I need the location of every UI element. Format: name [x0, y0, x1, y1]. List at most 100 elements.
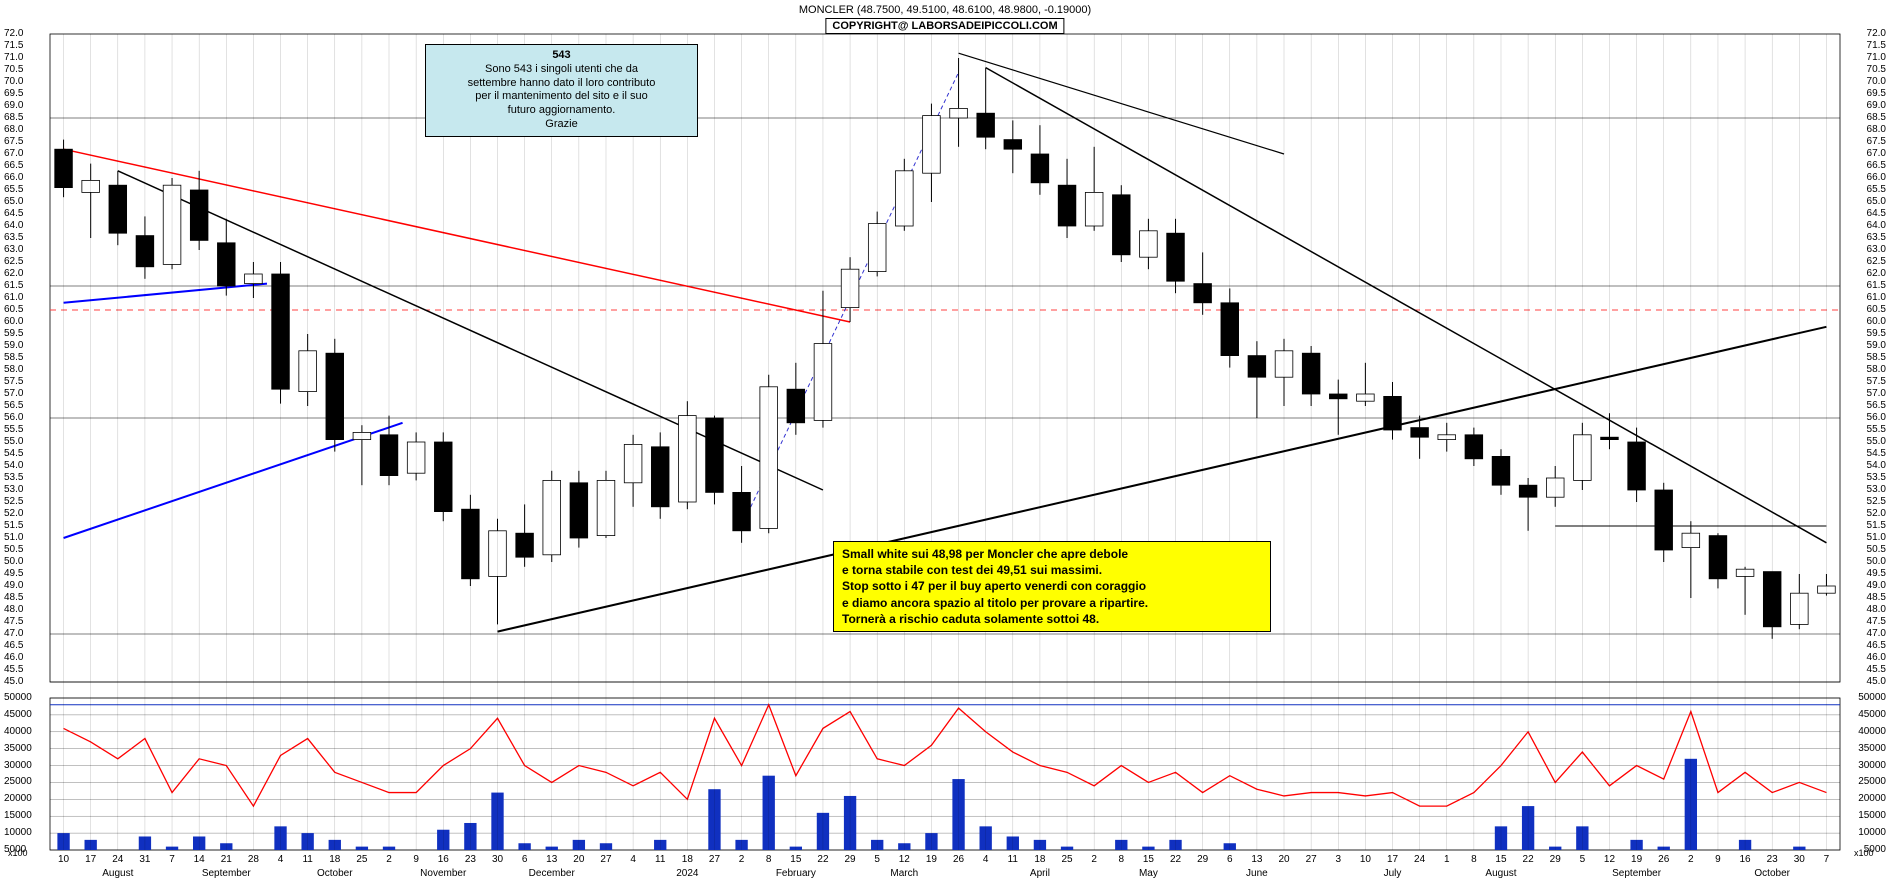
price-tick-left: 55.5 [4, 425, 23, 435]
x-tick-month: September [202, 868, 251, 879]
x-tick-day: 13 [1251, 854, 1262, 865]
price-tick-right: 59.0 [1867, 341, 1886, 351]
price-tick-right: 55.0 [1867, 437, 1886, 447]
x-tick-day: 6 [1227, 854, 1233, 865]
price-tick-right: 57.0 [1867, 389, 1886, 399]
x-tick-day: 2 [1688, 854, 1694, 865]
price-tick-left: 53.5 [4, 473, 23, 483]
price-tick-left: 54.5 [4, 449, 23, 459]
price-tick-left: 50.0 [4, 557, 23, 567]
x-tick-day: 16 [1740, 854, 1751, 865]
price-tick-right: 50.0 [1867, 557, 1886, 567]
price-tick-left: 72.0 [4, 29, 23, 39]
x-tick-day: 6 [522, 854, 528, 865]
x-tick-day: 22 [1170, 854, 1181, 865]
price-tick-right: 63.0 [1867, 245, 1886, 255]
price-tick-left: 54.0 [4, 461, 23, 471]
x-tick-day: 1 [1444, 854, 1450, 865]
x-tick-month: September [1612, 868, 1661, 879]
price-tick-left: 59.0 [4, 341, 23, 351]
x-tick-day: 27 [600, 854, 611, 865]
price-tick-left: 70.0 [4, 77, 23, 87]
price-tick-right: 55.5 [1867, 425, 1886, 435]
volume-tick-left: 10000 [4, 828, 32, 838]
x-tick-day: 28 [248, 854, 259, 865]
price-tick-left: 66.0 [4, 173, 23, 183]
price-tick-right: 69.0 [1867, 101, 1886, 111]
x-tick-day: 15 [1495, 854, 1506, 865]
price-tick-right: 45.0 [1867, 677, 1886, 687]
price-tick-right: 52.0 [1867, 509, 1886, 519]
x-tick-day: 11 [655, 854, 665, 865]
price-tick-left: 55.0 [4, 437, 23, 447]
x-tick-day: 13 [546, 854, 557, 865]
x-tick-day: 16 [438, 854, 449, 865]
price-tick-left: 71.0 [4, 53, 23, 63]
price-tick-right: 64.5 [1867, 209, 1886, 219]
x-tick-month: 2024 [676, 868, 698, 879]
x-tick-day: 19 [1631, 854, 1642, 865]
price-tick-left: 60.5 [4, 305, 23, 315]
price-tick-right: 53.5 [1867, 473, 1886, 483]
volume-tick-right: 35000 [1858, 744, 1886, 754]
price-tick-left: 63.5 [4, 233, 23, 243]
x-tick-day: 7 [169, 854, 175, 865]
price-tick-left: 69.5 [4, 89, 23, 99]
price-tick-right: 70.0 [1867, 77, 1886, 87]
volume-tick-left: 35000 [4, 744, 32, 754]
x-tick-day: 17 [1387, 854, 1398, 865]
x-tick-day: 18 [329, 854, 340, 865]
price-tick-right: 53.0 [1867, 485, 1886, 495]
price-tick-right: 46.0 [1867, 653, 1886, 663]
x-tick-day: 27 [1306, 854, 1317, 865]
x-tick-day: 2 [386, 854, 392, 865]
price-tick-left: 65.0 [4, 197, 23, 207]
x-tick-day: 29 [1550, 854, 1561, 865]
price-tick-left: 52.0 [4, 509, 23, 519]
price-tick-right: 51.5 [1867, 521, 1886, 531]
x-tick-day: 17 [85, 854, 96, 865]
price-tick-right: 69.5 [1867, 89, 1886, 99]
price-tick-right: 65.5 [1867, 185, 1886, 195]
price-tick-right: 45.5 [1867, 665, 1886, 675]
x-tick-month: April [1030, 868, 1050, 879]
x-tick-day: 24 [112, 854, 123, 865]
x-tick-day: 29 [845, 854, 856, 865]
x-tick-month: August [102, 868, 133, 879]
price-tick-right: 58.5 [1867, 353, 1886, 363]
x-tick-day: 26 [953, 854, 964, 865]
x-tick-day: 30 [492, 854, 503, 865]
x-tick-day: 8 [1119, 854, 1125, 865]
price-tick-right: 62.5 [1867, 257, 1886, 267]
x-tick-month: February [776, 868, 816, 879]
price-tick-left: 61.0 [4, 293, 23, 303]
price-tick-left: 52.5 [4, 497, 23, 507]
price-tick-right: 48.0 [1867, 605, 1886, 615]
price-tick-right: 54.0 [1867, 461, 1886, 471]
volume-tick-right: 30000 [1858, 761, 1886, 771]
price-tick-right: 46.5 [1867, 641, 1886, 651]
price-tick-right: 60.0 [1867, 317, 1886, 327]
x-tick-month: June [1246, 868, 1268, 879]
x-tick-day: 25 [356, 854, 367, 865]
volume-tick-right: 25000 [1858, 777, 1886, 787]
price-tick-right: 67.5 [1867, 137, 1886, 147]
x-tick-month: July [1384, 868, 1402, 879]
x-tick-day: 2 [739, 854, 745, 865]
price-tick-left: 64.5 [4, 209, 23, 219]
x-tick-day: 25 [1061, 854, 1072, 865]
volume-scale-note-right: x100 [1854, 848, 1874, 858]
price-tick-left: 62.0 [4, 269, 23, 279]
volume-tick-left: 20000 [4, 794, 32, 804]
price-tick-left: 58.0 [4, 365, 23, 375]
price-tick-right: 49.0 [1867, 581, 1886, 591]
price-tick-left: 53.0 [4, 485, 23, 495]
price-tick-left: 48.5 [4, 593, 23, 603]
price-tick-left: 64.0 [4, 221, 23, 231]
x-tick-month: March [890, 868, 918, 879]
x-tick-month: May [1139, 868, 1158, 879]
x-tick-day: 26 [1658, 854, 1669, 865]
x-tick-day: 30 [1794, 854, 1805, 865]
price-tick-left: 47.0 [4, 629, 23, 639]
price-tick-right: 51.0 [1867, 533, 1886, 543]
